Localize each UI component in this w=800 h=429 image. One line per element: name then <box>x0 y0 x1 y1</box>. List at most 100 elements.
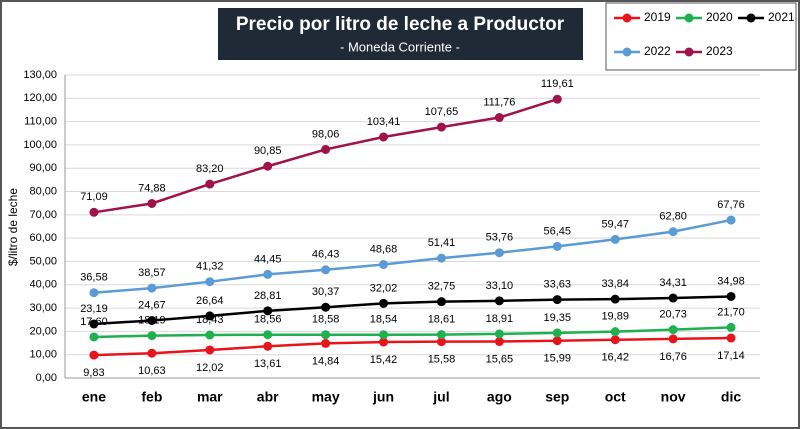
y-tick-label: 30,00 <box>29 302 57 314</box>
data-label: 34,98 <box>717 275 745 287</box>
data-point <box>436 330 446 340</box>
data-point <box>205 277 215 287</box>
data-point <box>147 348 157 358</box>
data-point <box>89 288 99 298</box>
data-label: 111,76 <box>483 96 515 108</box>
data-label: 44,45 <box>254 253 282 265</box>
data-point <box>726 215 736 225</box>
data-point <box>89 207 99 217</box>
data-point <box>552 295 562 305</box>
data-label: 103,41 <box>367 116 401 128</box>
data-point <box>263 269 273 279</box>
data-label: 107,65 <box>425 106 459 118</box>
legend-marker <box>684 47 694 57</box>
data-point <box>610 294 620 304</box>
x-tick-label: nov <box>661 389 686 405</box>
y-tick-label: 110,00 <box>24 116 57 128</box>
data-label: 18,91 <box>486 313 514 325</box>
data-label: 38,57 <box>138 267 166 279</box>
data-point <box>147 331 157 341</box>
y-tick-label: 60,00 <box>29 232 57 244</box>
data-label: 41,32 <box>196 261 224 273</box>
data-label: 15,99 <box>544 353 572 365</box>
data-point <box>89 332 99 342</box>
data-label: 14,84 <box>312 355 340 367</box>
data-label: 19,35 <box>544 312 572 324</box>
x-tick-label: abr <box>257 389 279 405</box>
legend-label: 2021 <box>768 10 795 24</box>
data-label: 9,83 <box>83 367 104 379</box>
x-tick-label: ene <box>82 389 106 405</box>
x-tick-label: mar <box>197 389 223 405</box>
data-label: 15,42 <box>370 354 398 366</box>
series-line <box>93 295 732 326</box>
data-label: 16,76 <box>659 351 687 363</box>
data-label: 18,54 <box>370 314 398 326</box>
data-point <box>321 265 331 275</box>
series-line <box>93 326 732 339</box>
data-label: 32,02 <box>370 282 398 294</box>
chart-subtitle: - Moneda Corriente - <box>340 39 460 54</box>
y-tick-label: 50,00 <box>29 255 57 267</box>
series-line <box>93 218 732 294</box>
legend-label: 2023 <box>706 44 733 58</box>
data-label: 32,75 <box>428 281 456 293</box>
data-label: 21,70 <box>717 306 745 318</box>
y-tick-label: 70,00 <box>29 209 57 221</box>
data-label: 33,10 <box>486 280 514 292</box>
data-point <box>552 94 562 104</box>
data-label: 51,41 <box>428 237 456 249</box>
data-point <box>147 283 157 293</box>
x-tick-label: jun <box>372 389 394 405</box>
data-point <box>147 198 157 208</box>
data-point <box>379 337 389 347</box>
data-label: 10,63 <box>138 365 166 377</box>
data-point <box>263 341 273 351</box>
data-label: 18,56 <box>254 314 282 326</box>
data-point <box>726 322 736 332</box>
chart-title: Precio por litro de leche a Productor <box>236 14 565 35</box>
data-label: 15,65 <box>486 353 514 365</box>
data-point <box>321 302 331 312</box>
y-tick-label: 40,00 <box>29 279 57 291</box>
data-point <box>668 325 678 335</box>
data-label: 26,64 <box>196 295 224 307</box>
y-tick-label: 120,00 <box>23 92 57 104</box>
data-label: 30,37 <box>312 286 340 298</box>
legend-marker <box>622 47 632 57</box>
data-point <box>552 328 562 338</box>
x-tick-label: feb <box>141 389 162 405</box>
data-label: 28,81 <box>254 290 282 302</box>
data-label: 33,84 <box>601 278 629 290</box>
data-point <box>668 227 678 237</box>
data-point <box>552 336 562 346</box>
data-label: 62,80 <box>659 211 687 223</box>
data-point <box>668 293 678 303</box>
x-tick-label: ago <box>487 389 512 405</box>
data-point <box>89 319 99 329</box>
data-point <box>205 179 215 189</box>
legend-marker <box>684 13 694 23</box>
data-label: 13,61 <box>254 358 282 370</box>
data-point <box>205 345 215 355</box>
data-point <box>147 315 157 325</box>
data-point <box>726 291 736 301</box>
y-tick-label: 0,00 <box>36 372 57 384</box>
data-point <box>610 327 620 337</box>
data-label: 34,31 <box>659 277 687 289</box>
data-point <box>263 330 273 340</box>
data-point <box>494 296 504 306</box>
data-label: 12,02 <box>196 362 224 374</box>
data-label: 36,58 <box>80 272 108 284</box>
y-tick-label: 90,00 <box>29 162 57 174</box>
data-label: 56,45 <box>544 225 572 237</box>
data-label: 33,63 <box>544 279 572 291</box>
data-point <box>321 144 331 154</box>
data-point <box>205 311 215 321</box>
x-tick-label: may <box>312 389 340 405</box>
x-tick-label: oct <box>605 389 626 405</box>
data-label: 18,61 <box>428 314 456 326</box>
legend-label: 2019 <box>644 10 671 24</box>
data-label: 119,61 <box>541 78 574 90</box>
